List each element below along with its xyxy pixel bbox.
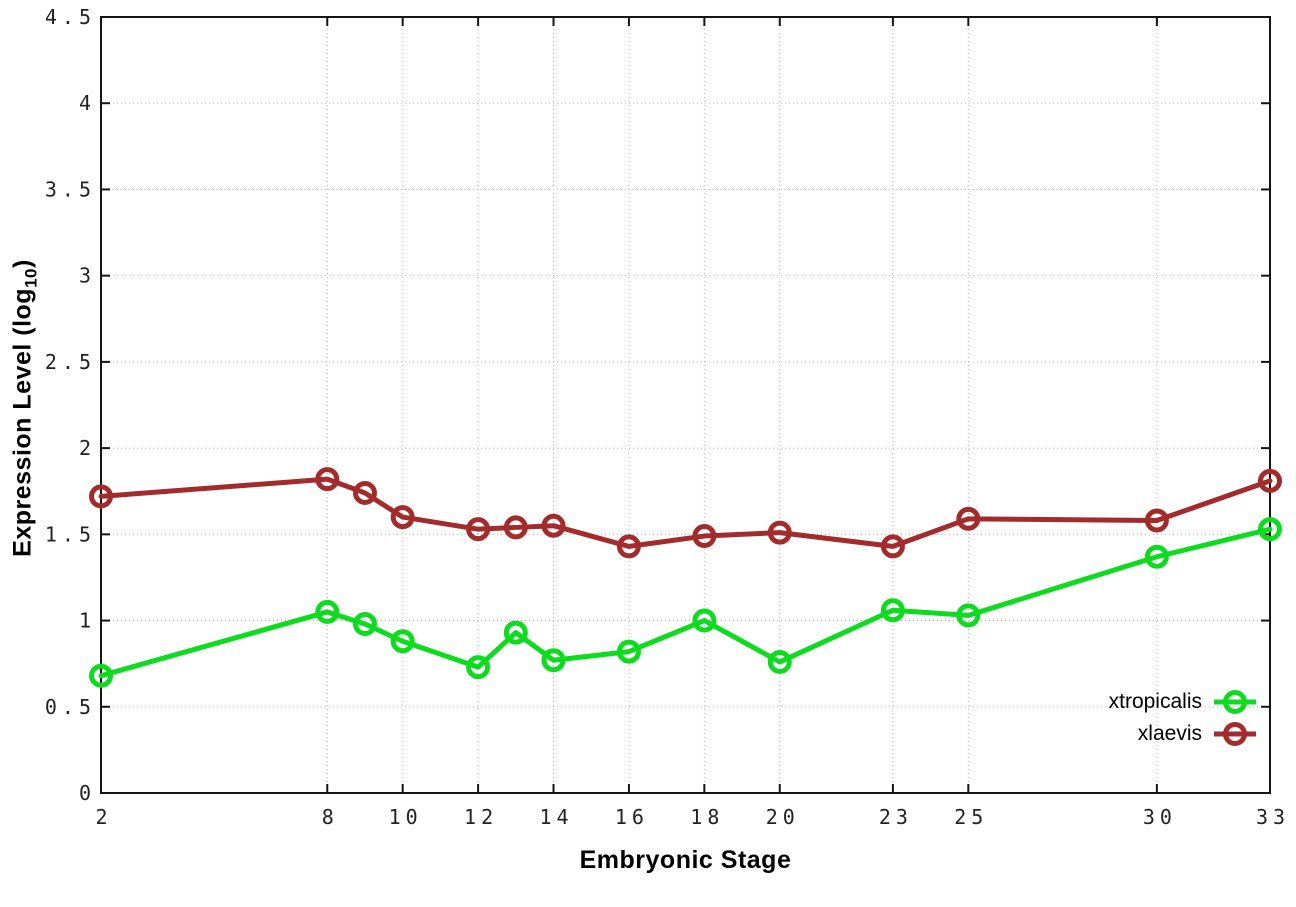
y-tick-label: 2.5 xyxy=(45,350,96,374)
data-point-xtropicalis xyxy=(89,663,113,688)
data-point-xtropicalis xyxy=(390,629,415,654)
data-point-xlaevis xyxy=(390,505,415,530)
x-tick-label: 8 xyxy=(322,805,339,829)
legend: xtropicalis xlaevis xyxy=(1109,687,1258,749)
y-axis-title-close: ) xyxy=(8,259,37,268)
y-axis-title-text: Expression Level (log xyxy=(8,287,37,557)
series-line-xlaevis xyxy=(98,476,1273,549)
plot-border xyxy=(100,16,1271,794)
data-point-xtropicalis xyxy=(315,599,340,624)
y-tick-label: 4.5 xyxy=(45,5,96,29)
data-point-xtropicalis xyxy=(1144,544,1169,569)
data-point-xtropicalis xyxy=(616,639,641,664)
data-point-xtropicalis xyxy=(503,620,528,645)
data-point-xtropicalis xyxy=(1258,517,1282,542)
y-axis-title-subscript: 10 xyxy=(21,267,41,288)
x-tick-label: 12 xyxy=(464,805,498,829)
data-point-xlaevis xyxy=(503,515,528,540)
data-point-xlaevis xyxy=(315,467,340,492)
legend-item-xlaevis: xlaevis xyxy=(1109,719,1258,749)
data-point-xtropicalis xyxy=(352,612,377,637)
data-point-xtropicalis xyxy=(956,603,981,628)
x-tick-label: 23 xyxy=(879,805,913,829)
series-line-xtropicalis xyxy=(98,526,1273,679)
data-point-xlaevis xyxy=(692,524,717,549)
data-point-xlaevis xyxy=(767,520,792,545)
data-point-xlaevis xyxy=(541,513,566,538)
x-tick-label: 14 xyxy=(539,805,573,829)
legend-label-xlaevis: xlaevis xyxy=(1137,722,1202,745)
data-point-xlaevis xyxy=(1144,508,1169,533)
y-axis-title: Expression Level (log10) xyxy=(9,259,42,557)
data-point-xlaevis xyxy=(89,484,113,509)
x-axis-title: Embryonic Stage xyxy=(579,846,792,874)
x-tick-label: 30 xyxy=(1143,805,1177,829)
data-point-xtropicalis xyxy=(767,649,792,674)
data-point-xtropicalis xyxy=(541,648,566,673)
y-tick-label: 0.5 xyxy=(45,695,96,719)
y-tick-label: 4 xyxy=(79,91,96,115)
data-point-xlaevis xyxy=(466,517,491,542)
x-tick-label: 20 xyxy=(766,805,800,829)
legend-marker-xlaevis xyxy=(1214,722,1256,746)
data-point-xlaevis xyxy=(352,480,377,505)
y-tick-label: 0 xyxy=(79,781,96,805)
y-tick-label: 3 xyxy=(79,264,96,288)
data-point-xlaevis xyxy=(616,534,641,559)
data-point-xlaevis xyxy=(880,534,905,559)
data-point-xlaevis xyxy=(1258,468,1282,493)
data-point-xtropicalis xyxy=(880,598,905,623)
x-tick-label: 10 xyxy=(389,805,423,829)
legend-item-xtropicalis: xtropicalis xyxy=(1109,687,1258,717)
x-tick-label: 2 xyxy=(95,805,112,829)
data-point-xtropicalis xyxy=(692,608,717,633)
y-tick-label: 1.5 xyxy=(45,522,96,546)
y-tick-label: 1 xyxy=(79,609,96,633)
x-tick-label: 33 xyxy=(1256,805,1290,829)
data-point-xtropicalis xyxy=(466,655,491,680)
x-tick-label: 18 xyxy=(690,805,724,829)
legend-label-xtropicalis: xtropicalis xyxy=(1108,690,1202,713)
y-tick-label: 3.5 xyxy=(45,177,96,201)
x-tick-label: 16 xyxy=(615,805,649,829)
x-tick-label: 25 xyxy=(954,805,988,829)
data-point-xlaevis xyxy=(956,506,981,531)
y-tick-label: 2 xyxy=(79,436,96,460)
legend-marker-xtropicalis xyxy=(1214,690,1256,714)
